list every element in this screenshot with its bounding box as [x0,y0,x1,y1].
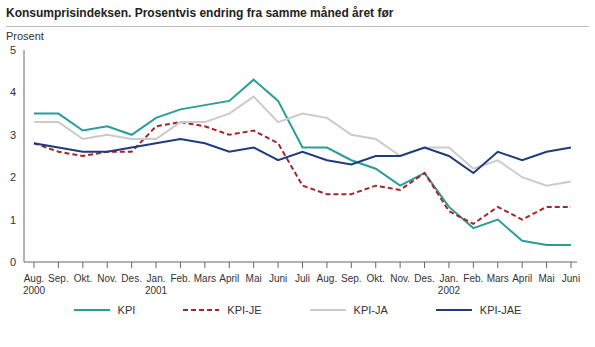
svg-text:5: 5 [10,44,16,56]
svg-text:Nov.: Nov. [390,273,410,284]
svg-text:Mai: Mai [539,273,555,284]
svg-text:Mars: Mars [487,273,509,284]
html-text:KPI-JE: KPI-JE [227,304,262,316]
svg-text:3: 3 [10,129,16,141]
html-text:Prosent: Prosent [6,30,44,42]
svg-text:1: 1 [10,214,16,226]
svg-text:Mai: Mai [246,273,262,284]
svg-text:Des.: Des. [121,273,142,284]
svg-text:Aug.: Aug. [317,273,338,284]
html-text:Konsumprisindeksen. Prosentvis: Konsumprisindeksen. Prosentvis endring f… [6,6,394,20]
svg-text:April: April [219,273,239,284]
svg-text:Jan.2001: Jan.2001 [145,273,168,296]
svg-text:Des.: Des. [414,273,435,284]
svg-text:Juni: Juni [269,273,287,284]
html-text:KPI-JA: KPI-JA [353,304,388,316]
svg-text:Juli: Juli [295,273,310,284]
svg-text:Sep.: Sep. [48,273,69,284]
svg-text:0: 0 [10,256,16,268]
svg-text:4: 4 [10,86,16,98]
svg-text:Mars: Mars [194,273,216,284]
svg-text:Feb.: Feb. [170,273,190,284]
html-text:KPI-JAE: KPI-JAE [479,304,522,316]
svg-text:Aug.2000: Aug.2000 [23,273,46,296]
svg-text:Nov.: Nov. [97,273,117,284]
svg-text:Okt.: Okt. [74,273,92,284]
svg-text:April: April [512,273,532,284]
svg-text:2: 2 [10,171,16,183]
svg-text:Sep.: Sep. [341,273,362,284]
svg-text:Feb.: Feb. [463,273,483,284]
svg-text:Juni: Juni [562,273,580,284]
html-text:KPI: KPI [117,304,136,316]
svg-text:Jan.2002: Jan.2002 [438,273,461,296]
svg-text:Okt.: Okt. [367,273,385,284]
